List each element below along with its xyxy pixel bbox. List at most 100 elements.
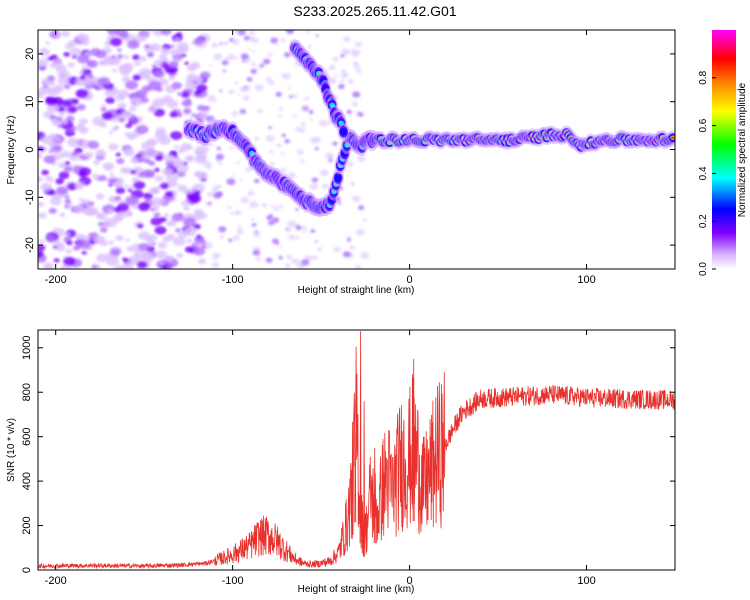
noise-speckle [95,149,106,157]
y-tick-label: 0 [21,567,33,573]
noise-speckle [183,205,190,211]
noise-speckle [315,34,319,37]
noise-speckle [140,37,147,42]
noise-speckle [108,131,113,135]
noise-speckle [64,161,71,166]
noise-speckle [231,174,235,178]
noise-speckle [154,154,164,162]
colorbar-tick-label: 0.2 [698,214,709,228]
noise-speckle [67,137,80,147]
noise-speckle [47,189,56,196]
noise-speckle [99,86,104,90]
noise-speckle [181,200,189,206]
noise-speckle [228,38,235,42]
noise-speckle [252,49,255,53]
noise-speckle [193,37,204,45]
noise-speckle [311,255,318,260]
noise-speckle [120,111,133,120]
y-tick-label: -20 [24,237,36,253]
noise-speckle [212,192,222,199]
noise-speckle [192,183,206,193]
noise-speckle [48,207,57,214]
noise-speckle [92,159,101,165]
y-tick-label: 20 [24,48,36,60]
noise-speckle [132,74,142,81]
noise-speckle [158,54,168,61]
noise-speckle [250,217,255,221]
noise-speckle [212,255,219,260]
noise-speckle [185,76,194,83]
noise-speckle [103,218,117,228]
noise-speckle [231,110,239,117]
x-tick-label: -100 [222,274,244,286]
noise-speckle [174,155,179,159]
noise-speckle [160,48,170,55]
noise-speckle [174,145,180,149]
noise-speckle [132,54,141,61]
y-tick-label: 600 [21,427,33,445]
noise-speckle [229,211,234,215]
noise-speckle [281,133,287,138]
y-tick-label: 800 [21,383,33,401]
noise-speckle [129,133,138,140]
noise-speckle [52,58,63,67]
noise-speckle [357,205,365,211]
noise-speckle [239,109,247,115]
noise-speckle [91,264,97,269]
noise-speckle [41,169,50,176]
noise-speckle [124,132,130,137]
noise-speckle [224,56,229,60]
noise-speckle [254,136,260,141]
x-tick-label: -200 [45,274,67,286]
spectrogram-x-axis-label: Height of straight line (km) [298,285,415,296]
noise-speckle [155,127,166,135]
noise-speckle [85,81,91,86]
y-tick-label: 1000 [21,336,33,360]
noise-speckle [110,248,121,256]
noise-speckle [97,175,107,182]
noise-speckle [146,241,154,247]
noise-speckle [310,229,316,233]
noise-speckle [115,214,125,221]
noise-speckle [302,225,308,230]
noise-speckle [144,148,158,159]
noise-speckle [269,150,274,154]
noise-speckle [203,241,213,249]
noise-speckle [110,175,116,180]
noise-speckle [300,122,306,127]
noise-speckle [112,68,117,73]
noise-speckle [352,91,361,98]
noise-speckle [252,249,261,256]
noise-speckle [315,240,318,243]
noise-speckle [253,178,260,184]
noise-speckle [153,188,160,193]
noise-speckle [351,195,361,203]
noise-speckle [308,45,312,49]
noise-speckle [342,251,351,258]
noise-speckle [254,230,259,233]
noise-speckle [318,119,328,127]
noise-speckle [109,37,123,47]
noise-speckle [184,61,190,66]
noise-speckle [67,106,78,114]
noise-speckle [78,118,88,125]
noise-speckle [170,222,176,226]
noise-speckle [48,149,53,153]
noise-speckle [317,247,323,252]
noise-speckle [118,117,126,123]
noise-speckle [38,244,46,252]
noise-speckle [321,183,329,190]
noise-speckle [171,81,182,90]
noise-speckle [127,260,135,266]
noise-speckle [221,59,229,66]
noise-speckle [176,42,189,51]
noise-speckle [158,136,171,146]
noise-speckle [71,54,77,59]
noise-speckle [102,204,116,214]
noise-speckle [53,258,60,263]
noise-speckle [356,155,366,162]
noise-speckle [77,239,90,249]
noise-speckle [46,103,60,113]
noise-speckle [43,262,54,269]
